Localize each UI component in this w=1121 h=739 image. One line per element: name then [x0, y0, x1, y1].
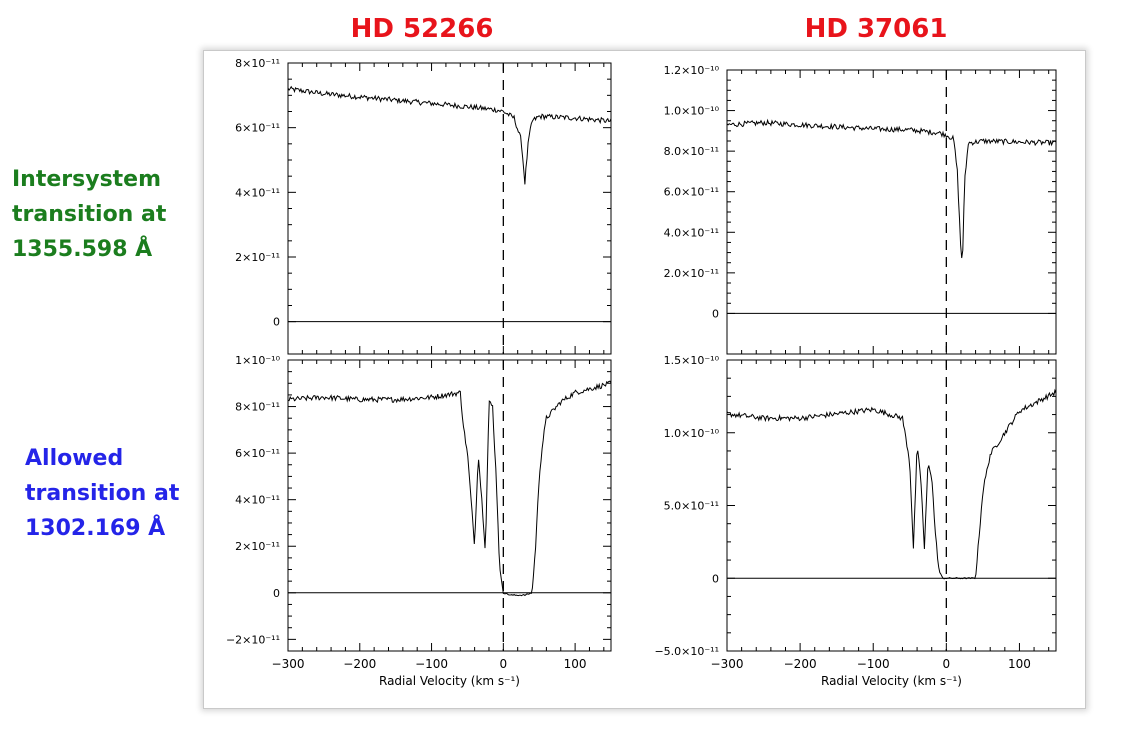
x-tick-label: −200: [343, 657, 376, 671]
figure-frame: [203, 50, 1086, 709]
y-tick-label: 4×10⁻¹¹: [235, 186, 280, 199]
spectrum-line: [287, 85, 612, 185]
y-tick-label: 2×10⁻¹¹: [235, 251, 280, 264]
x-tick-label: 0: [943, 657, 951, 671]
x-tick-label: −300: [711, 657, 744, 671]
y-tick-label: 1.0×10⁻¹⁰: [664, 427, 720, 440]
row-label-line: 1302.169 Å: [25, 516, 166, 541]
row-label-line: Allowed: [25, 446, 124, 471]
y-tick-label: 6.0×10⁻¹¹: [664, 186, 719, 199]
plot-axes-box: [287, 62, 612, 355]
column-title-hd52266: HD 52266: [350, 14, 494, 44]
y-tick-label: 1.0×10⁻¹⁰: [664, 105, 720, 118]
spectrum-line: [287, 380, 612, 597]
y-tick-label: 0: [712, 307, 719, 320]
y-tick-label: 6×10⁻¹¹: [235, 122, 280, 135]
x-tick-label: 100: [1008, 657, 1031, 671]
y-tick-label: 1×10⁻¹⁰: [235, 354, 280, 367]
x-axis-label: Radial Velocity (km s⁻¹): [379, 674, 520, 688]
plot-axes-box: [287, 359, 612, 652]
row-label-line: 1355.598 Å: [12, 237, 153, 262]
x-tick-label: 0: [500, 657, 508, 671]
x-tick-label: 100: [564, 657, 587, 671]
y-tick-label: 5.0×10⁻¹¹: [664, 500, 719, 513]
y-tick-label: 1.2×10⁻¹⁰: [664, 64, 720, 77]
row-label-allowed: Allowed transition at 1302.169 Å: [25, 441, 179, 546]
row-label-line: transition at: [25, 481, 180, 506]
x-axis-label: Radial Velocity (km s⁻¹): [821, 674, 962, 688]
plot-axes-box: [726, 69, 1057, 355]
y-tick-label: 0: [273, 587, 280, 600]
y-tick-label: 8×10⁻¹¹: [235, 57, 280, 70]
plot-axes-box: [726, 359, 1057, 652]
column-title-hd37061: HD 37061: [804, 14, 948, 44]
x-tick-label: −300: [272, 657, 305, 671]
row-label-line: Intersystem: [12, 167, 162, 192]
row-label-intersystem: Intersystem transition at 1355.598 Å: [12, 162, 166, 267]
y-tick-label: −5.0×10⁻¹¹: [654, 645, 719, 658]
y-tick-label: 2.0×10⁻¹¹: [664, 267, 719, 280]
spectrum-line: [726, 118, 1057, 259]
x-tick-label: −100: [857, 657, 890, 671]
y-tick-label: 2×10⁻¹¹: [235, 540, 280, 553]
y-tick-label: 1.5×10⁻¹⁰: [664, 354, 720, 367]
y-tick-label: 8.0×10⁻¹¹: [664, 145, 719, 158]
y-tick-label: 8×10⁻¹¹: [235, 401, 280, 414]
y-tick-label: 0: [273, 316, 280, 329]
y-tick-label: 0: [712, 572, 719, 585]
y-tick-label: 4×10⁻¹¹: [235, 494, 280, 507]
y-tick-label: −2×10⁻¹¹: [226, 633, 280, 646]
spectrum-line: [726, 388, 1057, 580]
y-tick-label: 6×10⁻¹¹: [235, 447, 280, 460]
y-tick-label: 4.0×10⁻¹¹: [664, 226, 719, 239]
x-tick-label: −100: [415, 657, 448, 671]
x-tick-label: −200: [784, 657, 817, 671]
row-label-line: transition at: [12, 202, 167, 227]
